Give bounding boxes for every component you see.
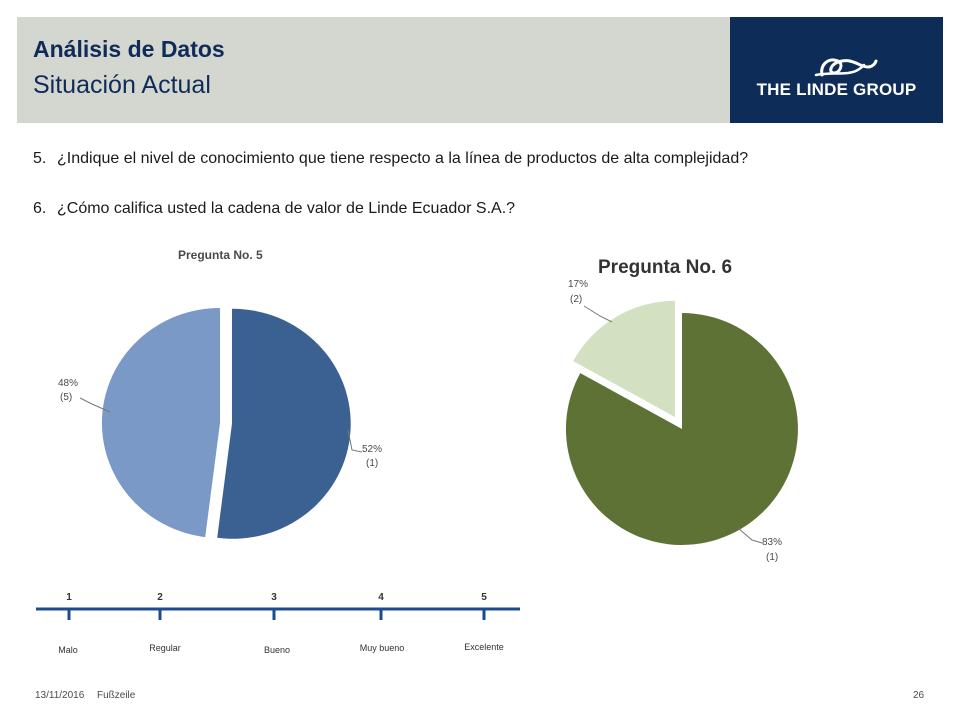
page-title: Análisis de Datos: [33, 36, 225, 62]
scale-number: 1: [66, 592, 72, 603]
question-number: 5.: [33, 150, 47, 167]
slice-count-label: (1): [766, 552, 778, 563]
footer-note: Fußzeile: [97, 690, 136, 701]
scale-label: Excelente: [464, 642, 504, 652]
pie-slice-83: [565, 313, 798, 545]
slice-percent-label: 17%: [568, 279, 588, 290]
linde-logo: THE LINDE GROUP: [730, 17, 943, 123]
leader-line: [347, 429, 363, 453]
scale-label: Bueno: [264, 645, 290, 655]
footer-date: 13/11/2016: [35, 690, 85, 701]
pie-slice-17: [573, 300, 675, 417]
question-number: 6.: [33, 200, 47, 217]
question-6: 6. ¿Cómo califica usted la cadena de valo…: [33, 200, 515, 218]
chart-title: Pregunta No. 5: [178, 248, 263, 262]
slice-count-label: (5): [60, 392, 72, 403]
logo-wordmark: THE LINDE GROUP: [756, 80, 917, 99]
pie-chart-pregunta-5: Pregunta No. 5 52% (1) 48% (5): [58, 248, 382, 539]
page-number: 26: [913, 690, 925, 701]
scale-number: 4: [378, 592, 384, 603]
scale-number: 2: [157, 592, 163, 603]
slice-count-label: (1): [366, 458, 378, 469]
scale-number: 3: [271, 592, 277, 603]
leader-line: [79, 397, 111, 413]
slice-percent-label: 83%: [762, 537, 782, 548]
question-text: ¿Indique el nivel de conocimiento que ti…: [57, 150, 749, 167]
page-subtitle: Situación Actual: [33, 71, 211, 99]
scale-label: Malo: [58, 645, 78, 655]
slice-count-label: (2): [570, 294, 582, 305]
scale-number: 5: [481, 592, 487, 603]
scale-label: Muy bueno: [360, 643, 405, 653]
pie-slice-48: [101, 307, 220, 538]
pie-chart-pregunta-6: Pregunta No. 6 83% (1) 17% (2): [565, 257, 798, 563]
leader-line: [583, 305, 613, 323]
question-text: ¿Cómo califica usted la cadena de valor …: [57, 200, 516, 217]
leader-line: [737, 527, 763, 544]
question-5: 5. ¿Indique el nivel de conocimiento que …: [33, 150, 748, 168]
linde-logo-mark: [814, 58, 878, 77]
pie-slice-52: [217, 308, 351, 539]
slice-percent-label: 52%: [362, 444, 382, 455]
rating-scale: 1 2 3 4 5 Malo Regular Bueno Muy bueno E…: [36, 592, 520, 655]
header-band: [17, 17, 730, 123]
scale-label: Regular: [149, 643, 181, 653]
slice-percent-label: 48%: [58, 378, 78, 389]
chart-title: Pregunta No. 6: [598, 257, 732, 278]
